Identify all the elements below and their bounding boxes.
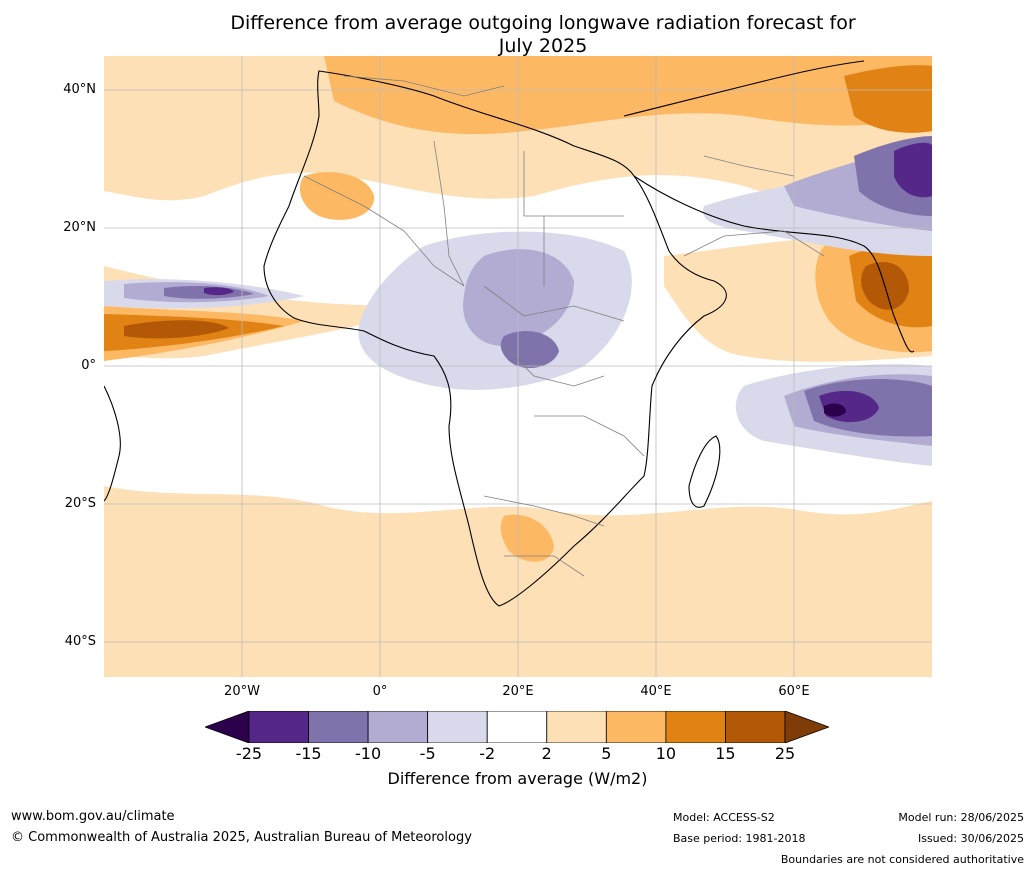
graticule	[104, 56, 932, 677]
colorbar-segment	[605, 711, 667, 743]
colorbar-tick-label: 10	[655, 744, 677, 763]
colorbar-extend-high	[784, 711, 829, 743]
colorbar-segment	[248, 711, 309, 743]
colorbar-tick-label: 2	[541, 744, 552, 763]
colorbar-tick-label: 25	[774, 744, 796, 763]
map-title-line-1: Difference from average outgoing longwav…	[230, 12, 856, 34]
colorbar-segment	[308, 711, 369, 743]
olr-anomaly-map	[104, 56, 932, 677]
colorbar-segment	[546, 711, 607, 743]
footer-model-run: Model run: 28/06/2025	[898, 811, 1024, 824]
colorbar-tick-label: -10	[355, 744, 382, 763]
colorbar-segment	[725, 711, 786, 743]
lon-label-40e: 40°E	[640, 684, 672, 699]
lat-label-0: 0°	[81, 358, 96, 373]
colorbar-segment	[486, 711, 548, 743]
colorbar-tick-label: 5	[601, 744, 612, 763]
lon-label-0: 0°	[372, 684, 388, 699]
coastlines	[104, 60, 915, 607]
lon-label-60e: 60°E	[778, 684, 810, 699]
colorbar-segment	[427, 711, 488, 743]
footer-disclaimer: Boundaries are not considered authoritat…	[780, 853, 1024, 866]
lat-label-40s: 40°S	[64, 634, 96, 649]
map-title-line-2: July 2025	[498, 35, 588, 57]
colorbar-segment	[665, 711, 726, 743]
footer-model: Model: ACCESS-S2	[673, 811, 775, 824]
colorbar-segment	[367, 711, 429, 743]
lon-label-20w: 20°W	[224, 684, 260, 699]
colorbar-tick-label: -5	[419, 744, 436, 763]
footer-issued: Issued: 30/06/2025	[917, 832, 1024, 845]
colorbar-tick-label: 15	[715, 744, 736, 763]
footer-url[interactable]: www.bom.gov.au/climate	[11, 809, 175, 824]
colorbar-extend-low	[205, 711, 250, 743]
colorbar-tick-label: -25	[235, 744, 263, 763]
lon-label-20e: 20°E	[502, 684, 534, 699]
lat-label-20s: 20°S	[64, 496, 96, 511]
colorbar-tick-label: -15	[295, 744, 322, 763]
colorbar-tick-label: -2	[479, 744, 496, 763]
footer-base-period: Base period: 1981-2018	[673, 832, 806, 845]
colorbar	[205, 711, 829, 743]
country-boundaries	[303, 75, 825, 577]
lat-label-40n: 40°N	[63, 82, 96, 97]
footer-copyright: © Commonwealth of Australia 2025, Austra…	[11, 830, 472, 845]
lat-label-20n: 20°N	[63, 220, 96, 235]
colorbar-label: Difference from average (W/m2)	[387, 769, 648, 788]
